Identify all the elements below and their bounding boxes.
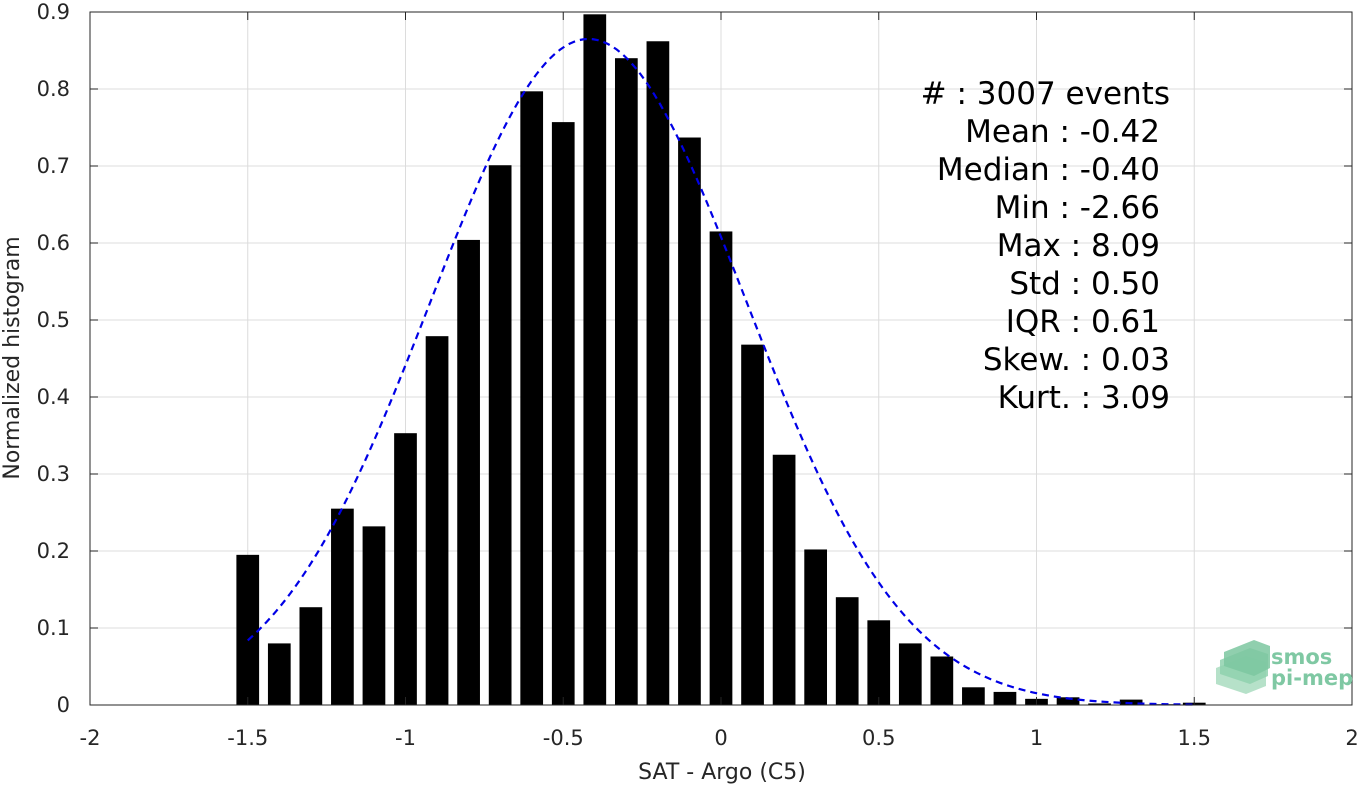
y-tick-label: 0.8: [37, 77, 70, 101]
stats-kurt: Kurt. : 3.09: [998, 380, 1170, 416]
histogram-bar: [741, 344, 764, 705]
stats-mean: Mean : -0.42: [965, 114, 1160, 150]
x-axis-label: SAT - Argo (C5): [638, 760, 806, 785]
y-tick-label: 0.7: [37, 154, 70, 178]
histogram-bar: [835, 597, 859, 705]
axis-tick-labels: -2 -1.5 -1 -0.5 0 0.5 1 1.5 2 0 0.1 0.2 0.3 0.4 0.5 0.6…: [37, 0, 1359, 750]
stats-max: Max : 8.09: [997, 228, 1160, 264]
stats-min: Min : -2.66: [995, 190, 1160, 226]
histogram-bar: [772, 454, 796, 705]
histogram-bar: [583, 14, 607, 706]
logo-layers-icon: [1216, 640, 1270, 694]
logo-text-line2: pi-mep: [1271, 666, 1353, 690]
histogram-bar: [457, 239, 480, 706]
y-tick-label: 0.5: [37, 308, 70, 332]
y-tick-label: 0.4: [37, 385, 70, 409]
histogram-bar: [425, 336, 449, 705]
histogram-bar: [520, 91, 544, 705]
x-tick-label: 2: [1345, 726, 1358, 750]
histogram-bar: [331, 508, 354, 705]
histogram-bar: [804, 549, 828, 705]
x-tick-label: 0.5: [862, 726, 895, 750]
histogram-bar: [930, 656, 954, 705]
logo-text-line1: smos: [1271, 645, 1332, 669]
stats-skew: Skew. : 0.03: [983, 342, 1170, 378]
x-tick-label: -0.5: [543, 726, 584, 750]
y-tick-label: 0.1: [37, 616, 70, 640]
stats-events: # : 3007 events: [921, 76, 1170, 112]
stats-std: Std : 0.50: [1009, 266, 1160, 302]
x-tick-label: 0: [714, 726, 727, 750]
histogram-bar: [299, 607, 323, 705]
y-tick-label: 0.6: [37, 231, 70, 255]
histogram-bar: [488, 165, 512, 706]
histogram-bar: [962, 687, 985, 705]
histogram-bar: [1088, 703, 1111, 705]
x-tick-label: -1.5: [227, 726, 268, 750]
histogram-bar: [646, 41, 670, 705]
histogram-bar: [614, 58, 638, 705]
y-axis-label: Normalized histogram: [0, 236, 25, 479]
stats-iqr: IQR : 0.61: [1006, 304, 1160, 340]
histogram-bar: [867, 620, 891, 705]
y-tick-label: 0.3: [37, 462, 70, 486]
x-tick-label: -2: [80, 726, 101, 750]
y-tick-label: 0.9: [37, 0, 70, 24]
histogram-bar: [394, 433, 417, 705]
histogram-bar: [709, 231, 733, 705]
y-tick-label: 0: [57, 693, 70, 717]
histogram-bar: [236, 554, 260, 705]
histogram-bar: [362, 526, 386, 705]
smos-pimep-logo: smos pi-mep: [1216, 640, 1353, 694]
histogram-bar: [551, 122, 575, 706]
axis-ticks: [89, 11, 1353, 706]
histogram-bar: [898, 643, 922, 705]
stats-box: # : 3007 events Mean : -0.42 Median : -0…: [921, 76, 1170, 416]
histogram-bar: [1056, 697, 1080, 705]
x-tick-label: 1.5: [1178, 726, 1211, 750]
histogram-bars: [236, 14, 1206, 706]
histogram-bar: [993, 691, 1017, 705]
normal-fit-curve: [247, 37, 1195, 706]
x-tick-label: -1: [395, 726, 416, 750]
histogram-bar: [267, 643, 291, 705]
histogram-bar: [678, 137, 701, 705]
x-tick-label: 1: [1030, 726, 1043, 750]
stats-median: Median : -0.40: [937, 152, 1160, 188]
y-tick-label: 0.2: [37, 539, 70, 563]
